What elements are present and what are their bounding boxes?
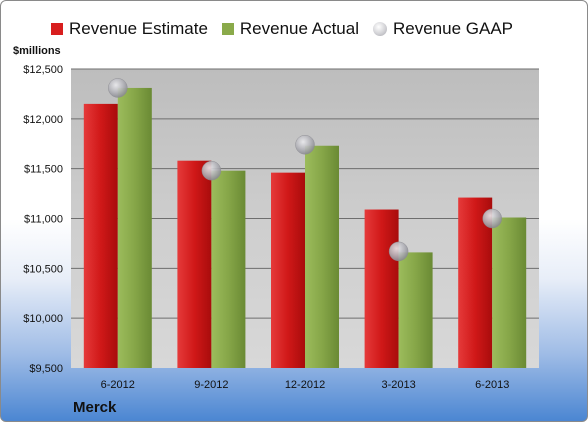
legend-swatch-estimate [51,23,63,35]
y-tick-label: $11,500 [24,164,63,176]
gaap-marker [388,241,409,262]
gaap-marker [482,208,502,229]
legend: Revenue Estimate Revenue Actual Revenue … [51,17,527,41]
legend-item-estimate: Revenue Estimate [51,19,208,39]
x-tick-label: 9-2012 [194,379,228,391]
legend-item-gaap: Revenue GAAP [373,19,513,39]
legend-label-gaap: Revenue GAAP [393,19,514,38]
gaap-marker [108,78,128,98]
y-tick-label: $10,500 [23,263,63,275]
x-tick-label: 12-2012 [285,379,325,391]
y-axis-units-label: $millions [13,45,61,57]
bar-estimate [83,103,118,368]
company-label: Merck [73,399,117,416]
bar-estimate [364,209,399,368]
legend-item-actual: Revenue Actual [221,19,359,39]
bar-actual [305,145,339,368]
y-tick-label: $9,500 [29,363,63,375]
bar-actual [398,252,433,368]
bars-group [83,87,527,368]
y-tick-label: $10,000 [23,313,63,325]
x-tick-label: 6-2013 [475,379,509,391]
bar-actual [117,87,152,368]
legend-swatch-gaap [373,22,387,36]
legend-label-estimate: Revenue Estimate [69,19,208,38]
y-tick-labels: $9,500 $10,000 $10,500 $11,000 $11,500 $12,00… [23,64,63,375]
gaap-marker [295,134,315,155]
gaap-marker [201,160,222,181]
gaap-markers-group [108,78,502,262]
legend-label-actual: Revenue Actual [239,19,359,38]
x-tick-labels: 6-2012 9-2012 12-2012 3-2013 6-2013 [101,379,510,391]
x-tick-label: 3-2013 [381,379,415,391]
x-tick-label: 6-2012 [101,379,135,391]
bar-actual [211,170,246,368]
y-tick-label: $12,500 [23,64,63,76]
bar-estimate [177,160,212,368]
bar-estimate [271,172,305,368]
y-tick-label: $11,000 [24,214,63,226]
bar-actual [492,217,527,368]
legend-swatch-actual [221,23,234,35]
y-tick-label: $12,000 [23,114,63,126]
